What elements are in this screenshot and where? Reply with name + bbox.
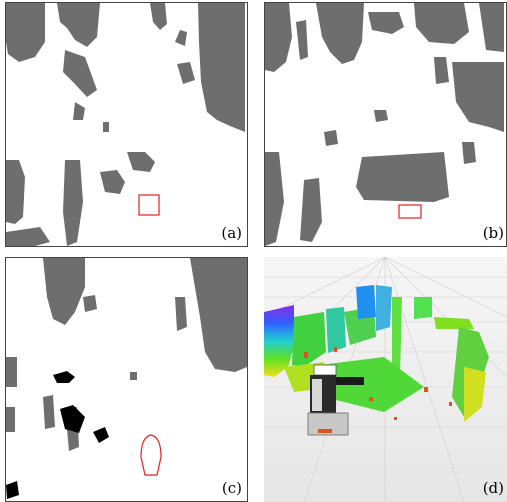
panel-d: (d): [264, 257, 507, 502]
robot-figure: [307, 364, 364, 436]
occupancy-map-b: [264, 2, 507, 247]
panel-c-label: (c): [221, 479, 242, 497]
marker-rect-a: [138, 194, 160, 216]
marker-outline-c: [140, 434, 162, 476]
panel-a: (a): [5, 2, 248, 247]
panel-b: (b): [264, 2, 507, 247]
occupancy-map-c: [5, 257, 248, 502]
occupancy-map-a: [5, 2, 248, 247]
point-cloud-scene: [264, 257, 507, 502]
panel-b-label: (b): [482, 224, 504, 242]
panel-d-label: (d): [482, 479, 504, 497]
marker-rect-b: [398, 204, 422, 219]
panel-c: (c): [5, 257, 248, 502]
panel-a-label: (a): [221, 224, 242, 242]
